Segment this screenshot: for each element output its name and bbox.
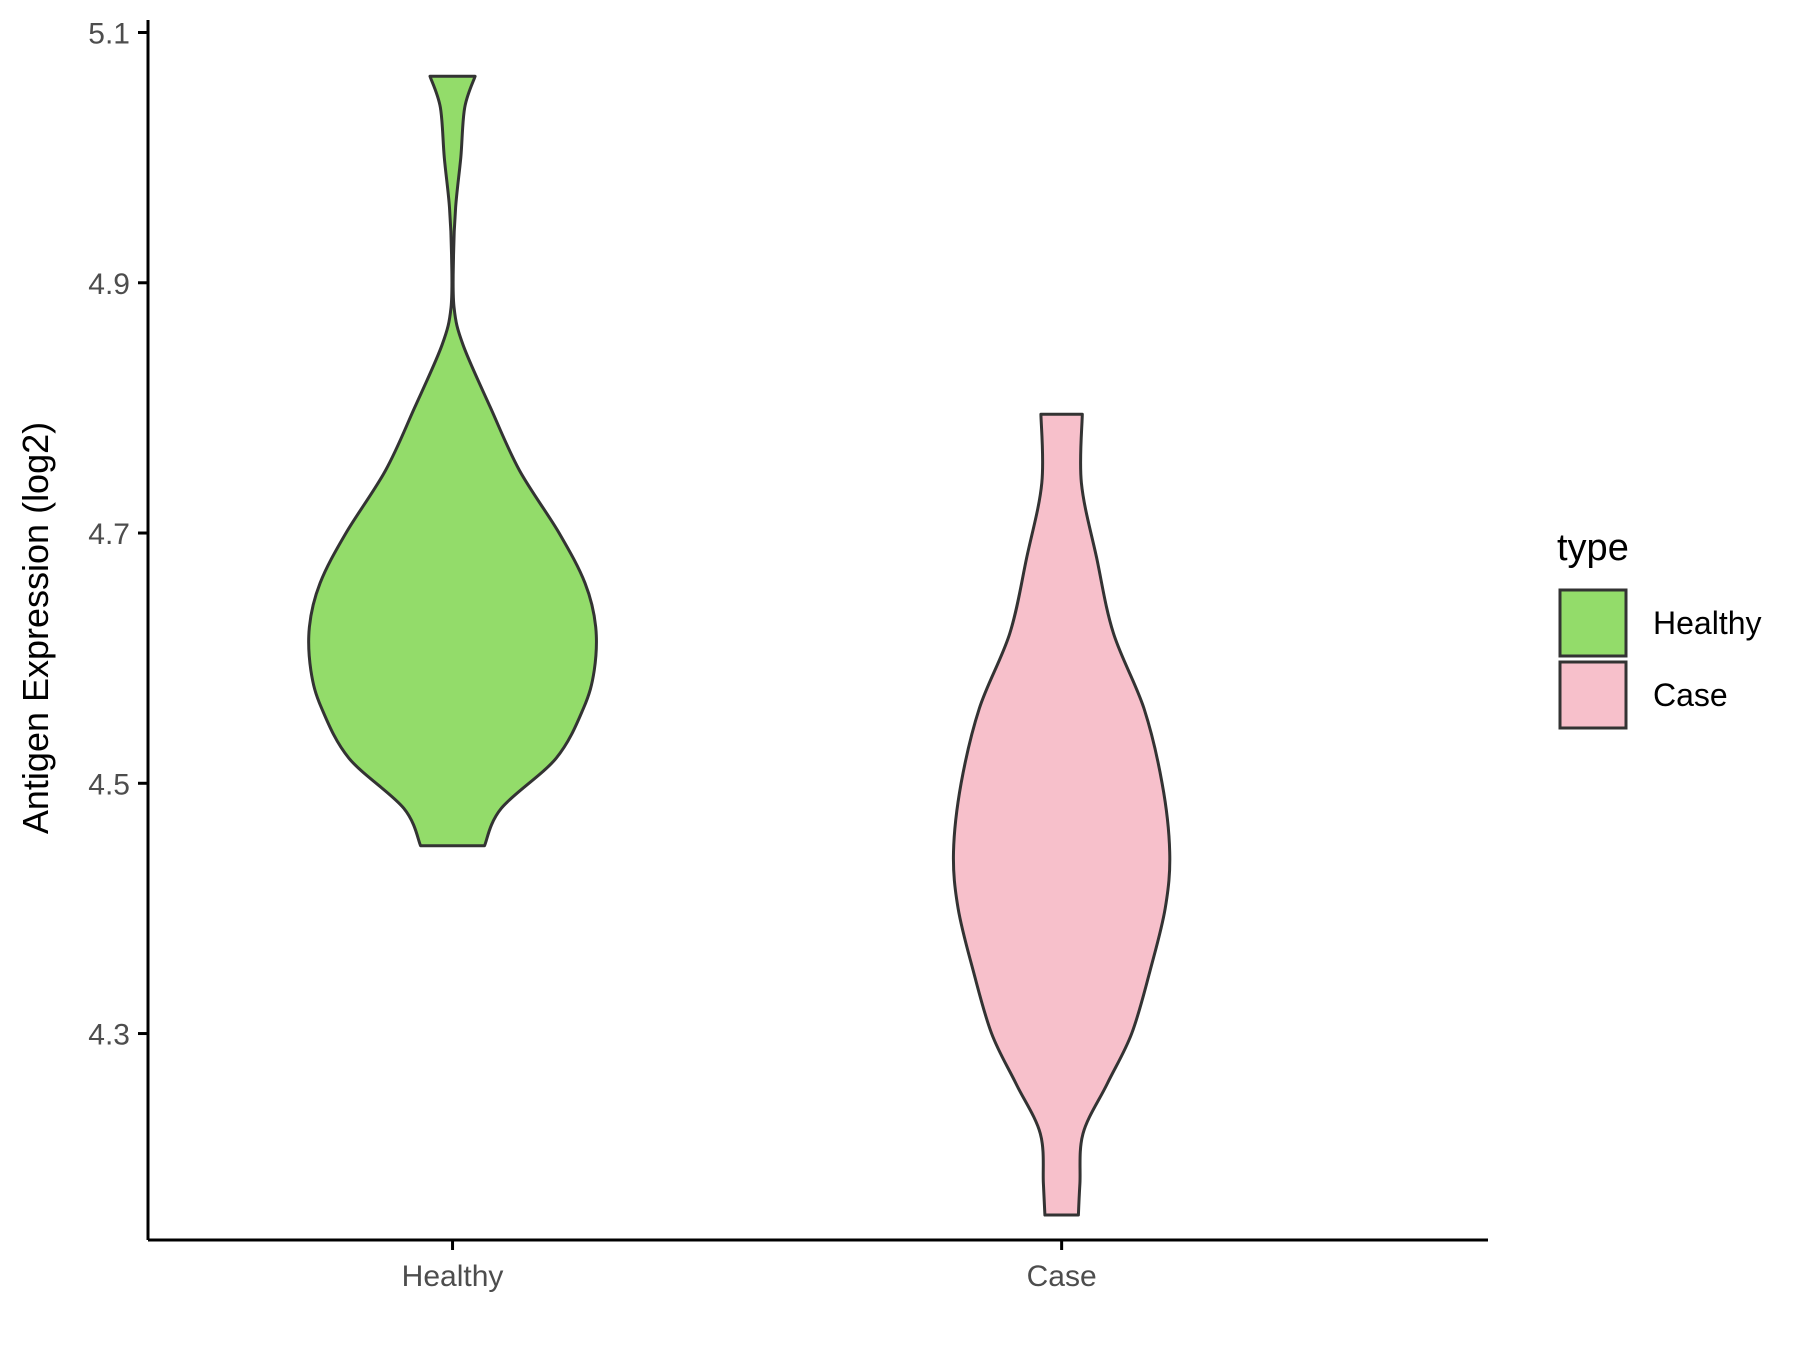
legend-swatch-healthy xyxy=(1558,588,1628,658)
violin-case xyxy=(951,412,1172,1217)
legend: type Healthy Case xyxy=(1557,527,1762,730)
y-tick-label: 4.7 xyxy=(88,518,130,551)
violin-healthy xyxy=(307,74,598,848)
violin-layer xyxy=(307,74,1172,1217)
x-axis-ticks: Healthy Case xyxy=(402,1240,1097,1293)
y-axis-title: Antigen Expression (log2) xyxy=(15,422,56,834)
y-tick-label: 4.9 xyxy=(88,268,130,301)
legend-label-healthy: Healthy xyxy=(1653,605,1762,641)
y-tick-label: 5.1 xyxy=(88,18,130,51)
x-tick-label: Healthy xyxy=(402,1260,504,1293)
y-tick-label: 4.5 xyxy=(88,768,130,801)
y-tick-label: 4.3 xyxy=(88,1019,130,1052)
legend-swatch-case xyxy=(1558,660,1628,730)
y-axis-ticks: 4.3 4.5 4.7 4.9 5.1 xyxy=(88,18,148,1052)
legend-entries: Healthy Case xyxy=(1558,588,1762,730)
legend-title: type xyxy=(1557,527,1629,569)
x-tick-label: Case xyxy=(1027,1260,1097,1293)
legend-label-case: Case xyxy=(1653,677,1728,713)
